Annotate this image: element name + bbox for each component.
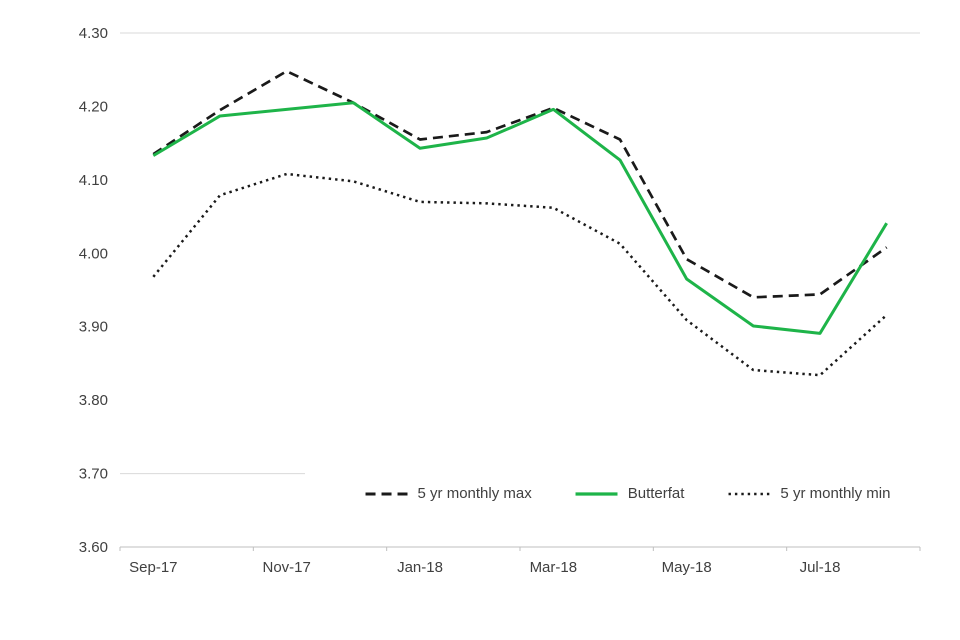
- y-tick-label: 4.10: [79, 172, 108, 189]
- legend-item-5yr-monthly-min: 5 yr monthly min: [728, 485, 890, 502]
- x-tick-label: Sep-17: [129, 559, 177, 576]
- legend-item-butterfat: Butterfat: [575, 485, 685, 502]
- dotted-line-sample-icon: [728, 492, 771, 495]
- legend-label-5yr-monthly-max: 5 yr monthly max: [417, 485, 532, 502]
- series-line-butterfat: [152, 101, 888, 335]
- data-series-lines: [152, 69, 888, 377]
- x-tick-label: May-18: [662, 559, 712, 576]
- y-tick-label: 4.00: [79, 245, 108, 262]
- legend-label-butterfat: Butterfat: [627, 485, 685, 502]
- x-tick-label: Jan-18: [397, 559, 443, 576]
- y-tick-label: 3.60: [79, 539, 108, 556]
- y-tick-label: 4.20: [79, 98, 108, 115]
- series-line-5-yr-monthly-max: [152, 69, 888, 299]
- x-tick-label: Nov-17: [262, 559, 310, 576]
- series-line-5-yr-monthly-min: [152, 172, 888, 377]
- x-axis-tick-labels: Sep-17 Nov-17 Jan-18 Mar-18 May-18 Jul-18: [129, 559, 840, 576]
- legend-label-5yr-monthly-min: 5 yr monthly min: [780, 485, 891, 502]
- y-tick-label: 3.70: [79, 466, 108, 483]
- gridlines-and-axes: [119, 32, 921, 551]
- x-tick-label: Jul-18: [800, 559, 841, 576]
- y-tick-label: 4.30: [79, 25, 108, 42]
- y-tick-label: 3.80: [79, 392, 108, 409]
- solid-line-sample-icon: [575, 491, 618, 496]
- y-tick-label: 3.90: [79, 319, 108, 336]
- y-axis-tick-labels: 3.60 3.70 3.80 3.90 4.00 4.10 4.20 4.30: [79, 25, 108, 556]
- chart-legend: 5 yr monthly max Butterfat 5 yr monthly …: [359, 483, 897, 504]
- legend-item-5yr-monthly-max: 5 yr monthly max: [365, 485, 532, 502]
- x-tick-label: Mar-18: [530, 559, 578, 576]
- dashed-line-sample-icon: [365, 492, 408, 495]
